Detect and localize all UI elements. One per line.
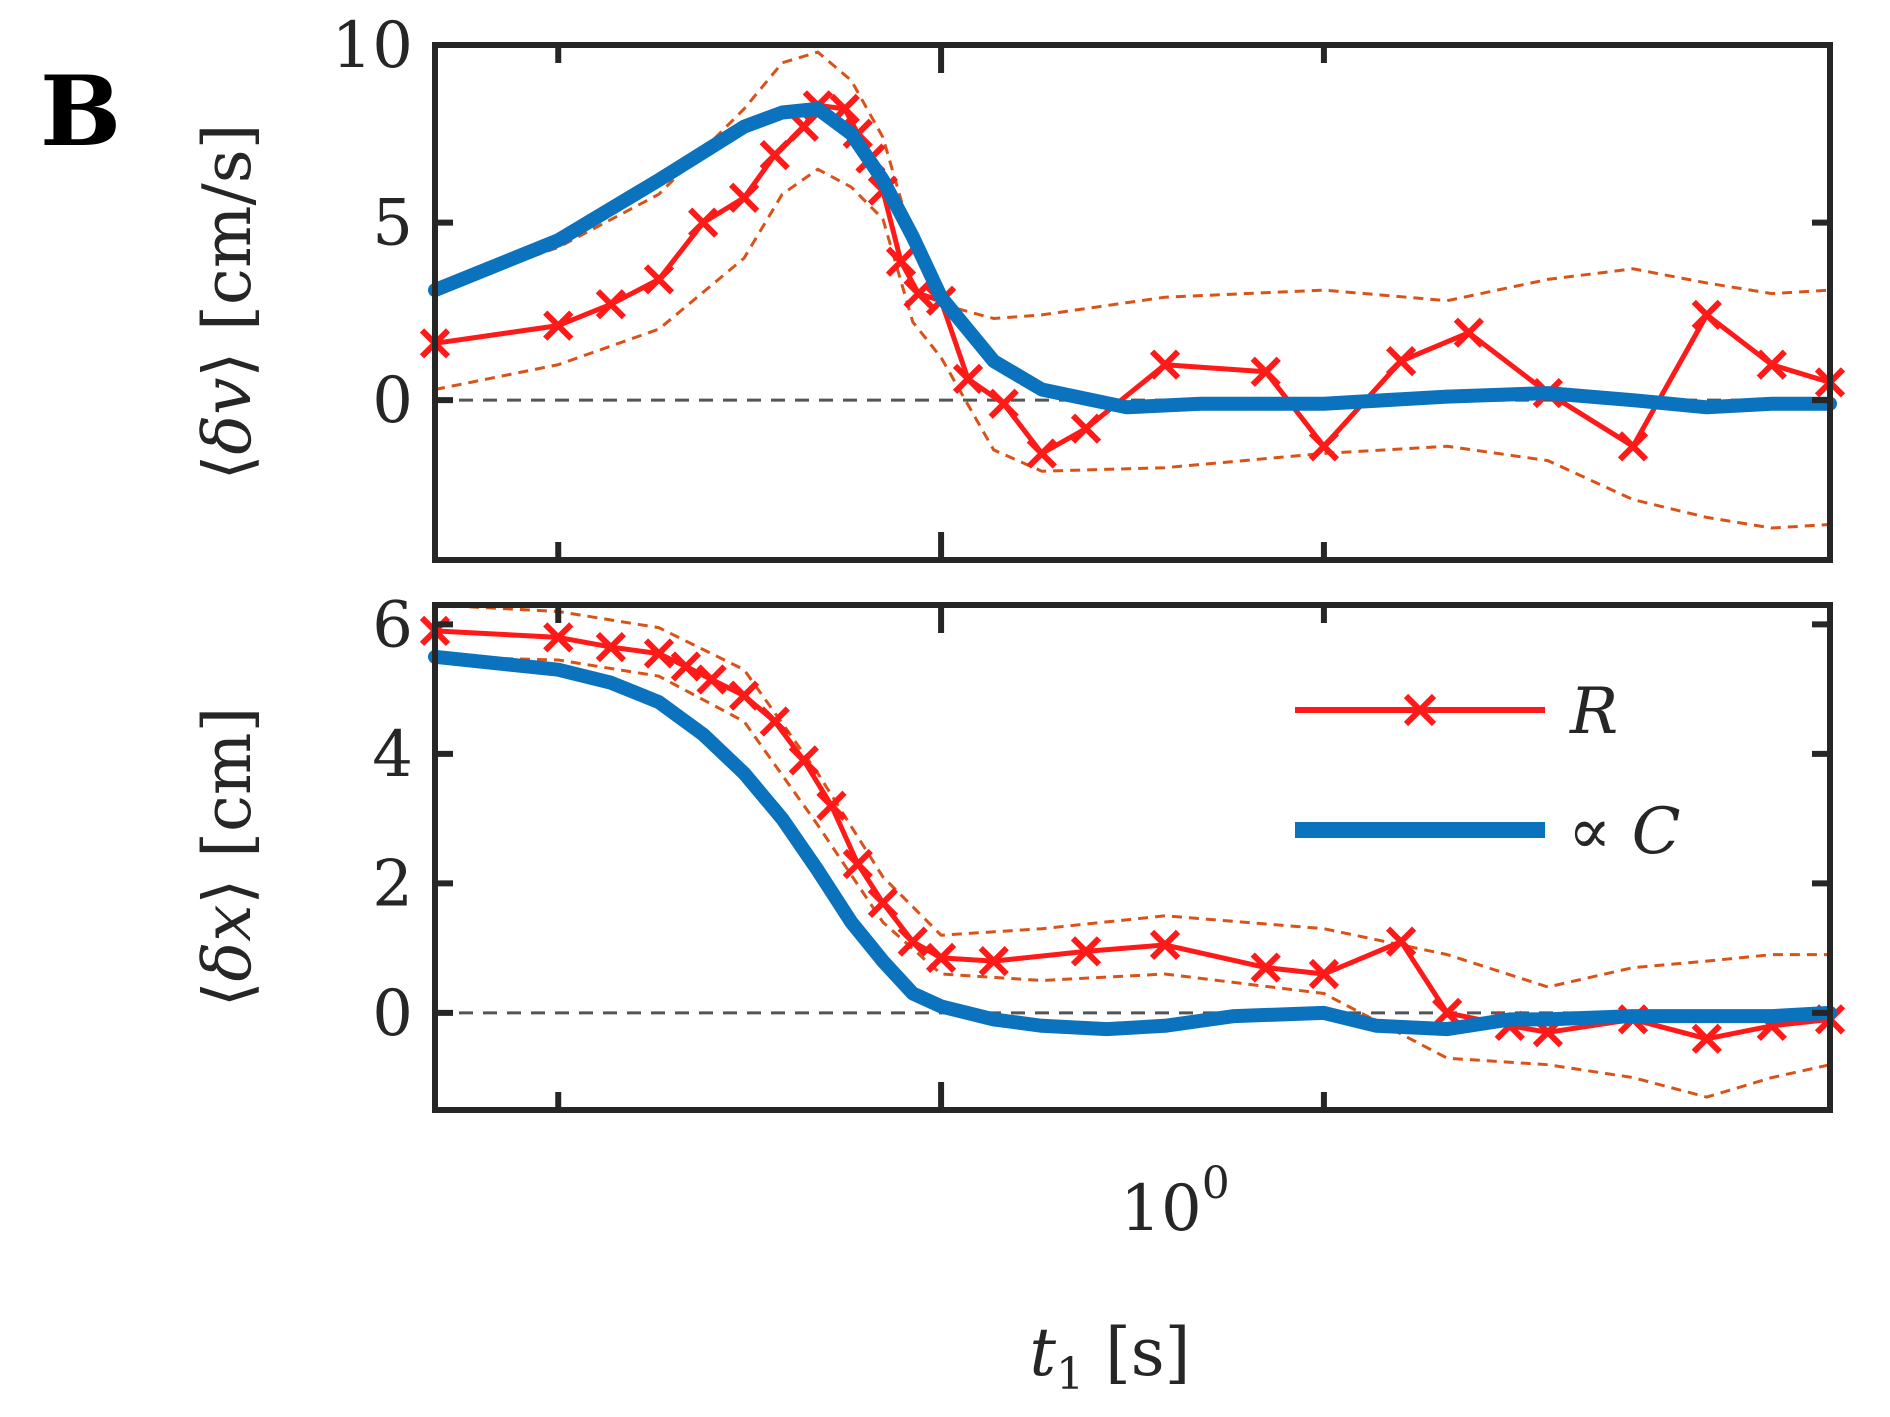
position-y-ticks: 0 2 4 6 [372,588,1830,1051]
legend-R-marker [1403,693,1437,727]
velocity-R-marker-16 [952,363,984,394]
velocity-y-axis-title: ⟨δv⟩ [cm/s] [189,124,266,481]
position-R-marker-9 [816,790,847,821]
velocity-confidence-band [434,50,1831,530]
velocity-R-marker-26 [1617,431,1649,462]
velocity-band-upper [434,50,1831,321]
velocity-axes-frame [432,42,1833,563]
velocity-ytick-label-1: 5 [372,187,413,261]
position-series [419,615,1846,1054]
velocity-R-marker-2 [595,289,627,320]
position-R-marker-5 [696,664,727,695]
velocity-R-marker-6 [759,139,790,171]
legend-C-label: ∝ C [1568,795,1681,869]
x-tick-label-1: 100 [1120,1158,1229,1246]
velocity-ytick-label-2: 10 [332,9,413,83]
position-series-C-line [428,649,1837,1037]
position-band-upper [434,603,1830,989]
position-R-marker-10 [842,848,873,880]
velocity-x-ticks [555,45,1327,560]
legend-R-x-mark [1403,693,1437,727]
position-R-marker-24 [1691,1023,1722,1054]
position-ytick-label-3: 6 [372,588,413,662]
velocity-R-marker-4 [688,207,719,238]
position-R-marker-15 [1070,936,1102,967]
position-R-marker-3 [643,638,675,669]
velocity-R-marker-17 [988,388,1019,419]
velocity-R-marker-19 [1070,413,1102,444]
position-confidence-band [434,603,1831,1099]
velocity-series [419,90,1846,469]
position-x-ticks [555,605,1327,1110]
velocity-R-marker-1 [543,310,574,341]
velocity-band-lower [434,167,1831,530]
velocity-R-marker-14 [903,278,934,309]
position-R-marker-17 [1250,952,1281,983]
legend-R-label: R [1569,675,1618,749]
legend: R ∝ C [1295,675,1681,869]
position-ytick-label-2: 4 [372,718,413,792]
velocity-R-marker-22 [1308,431,1340,462]
velocity-plot: 0 5 10 ⟨δv⟩ [cm/s] [189,9,1846,563]
position-band-lower [434,655,1831,1099]
velocity-series-C-line [428,101,1837,415]
position-R-marker-12 [897,926,928,957]
position-R-marker-13 [925,942,957,973]
velocity-R-marker-24 [1453,317,1484,348]
velocity-ytick-label-0: 0 [372,364,413,438]
velocity-R-marker-13 [885,246,917,277]
position-ytick-label-1: 2 [372,847,413,921]
position-R-marker-7 [759,706,790,737]
panel-label: B [40,55,121,168]
position-R-marker-19 [1385,926,1417,957]
velocity-R-marker-5 [728,182,760,213]
velocity-R-marker-18 [1026,438,1057,469]
velocity-R-marker-20 [1149,349,1181,380]
position-R-marker-11 [867,887,899,918]
velocity-R-marker-21 [1250,356,1281,387]
position-plot: 0 2 4 6 ⟨δx⟩ [cm] 100 t1 [s] R ∝ C [189,588,1846,1400]
position-R-marker-14 [978,945,1009,977]
position-R-marker-8 [788,745,819,776]
position-R-marker-1 [543,622,574,653]
position-R-marker-16 [1149,929,1181,961]
position-R-marker-18 [1308,958,1340,990]
position-R-marker-4 [670,651,702,682]
velocity-R-marker-3 [643,264,675,295]
velocity-R-marker-23 [1385,345,1417,377]
velocity-R-marker-28 [1756,349,1787,380]
position-R-marker-6 [728,680,760,711]
velocity-y-ticks: 0 5 10 [332,9,1830,438]
position-ytick-label-0: 0 [372,977,413,1051]
position-R-marker-2 [595,631,627,663]
position-y-axis-title: ⟨δx⟩ [cm] [189,707,266,1008]
position-axes-frame [432,602,1833,1113]
x-axis-title: t1 [s] [1030,1314,1191,1400]
velocity-R-marker-27 [1691,299,1722,331]
